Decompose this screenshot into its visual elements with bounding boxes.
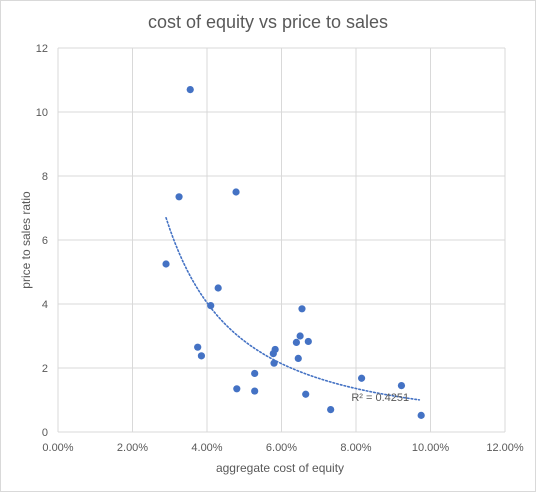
data-point (304, 337, 312, 346)
y-tick-label: 0 (42, 427, 48, 439)
r-squared-label: R² = 0.4251 (351, 392, 409, 404)
data-point (302, 390, 310, 398)
y-tick-label: 2 (42, 363, 48, 375)
x-tick-label: 2.00% (117, 442, 148, 454)
y-tick-label: 6 (42, 235, 48, 247)
data-point (294, 354, 302, 362)
x-tick-label: 12.00% (486, 442, 524, 454)
data-point (186, 86, 194, 94)
trendline (165, 216, 421, 401)
data-point (271, 345, 279, 354)
chart-title: cost of equity vs price to sales (148, 12, 388, 32)
data-point (397, 382, 406, 390)
data-point (292, 338, 300, 346)
data-points (162, 86, 425, 419)
data-point (207, 302, 215, 310)
data-point (194, 343, 202, 351)
x-axis-title: aggregate cost of equity (216, 461, 344, 475)
data-point (162, 260, 170, 268)
x-tick-label: 10.00% (412, 442, 450, 454)
data-point (175, 193, 183, 201)
y-tick-label: 8 (42, 171, 48, 183)
data-point (357, 374, 366, 382)
x-tick-label: 0.00% (42, 442, 73, 454)
data-point (417, 411, 425, 419)
gridlines (57, 47, 506, 433)
tick-labels: 0.00% 2.00% 4.00% 6.00% 8.00% 10.00% 12.00% 0 2 4… (36, 43, 524, 454)
x-tick-label: 4.00% (191, 442, 222, 454)
data-point (251, 369, 259, 378)
data-point (298, 305, 306, 313)
data-point (270, 359, 278, 367)
data-point (232, 188, 240, 196)
x-tick-label: 6.00% (266, 442, 297, 454)
data-point (327, 406, 335, 414)
data-point (251, 387, 259, 395)
y-tick-label: 10 (36, 107, 48, 119)
y-axis-title: price to sales ratio (19, 191, 33, 289)
data-point (197, 352, 206, 360)
data-point (214, 284, 222, 292)
trendline-group: R² = 0.4251 (165, 216, 421, 404)
x-tick-label: 8.00% (340, 442, 371, 454)
data-point (233, 385, 241, 393)
data-point (296, 332, 304, 340)
y-tick-label: 12 (36, 43, 48, 55)
y-tick-label: 4 (42, 299, 48, 311)
